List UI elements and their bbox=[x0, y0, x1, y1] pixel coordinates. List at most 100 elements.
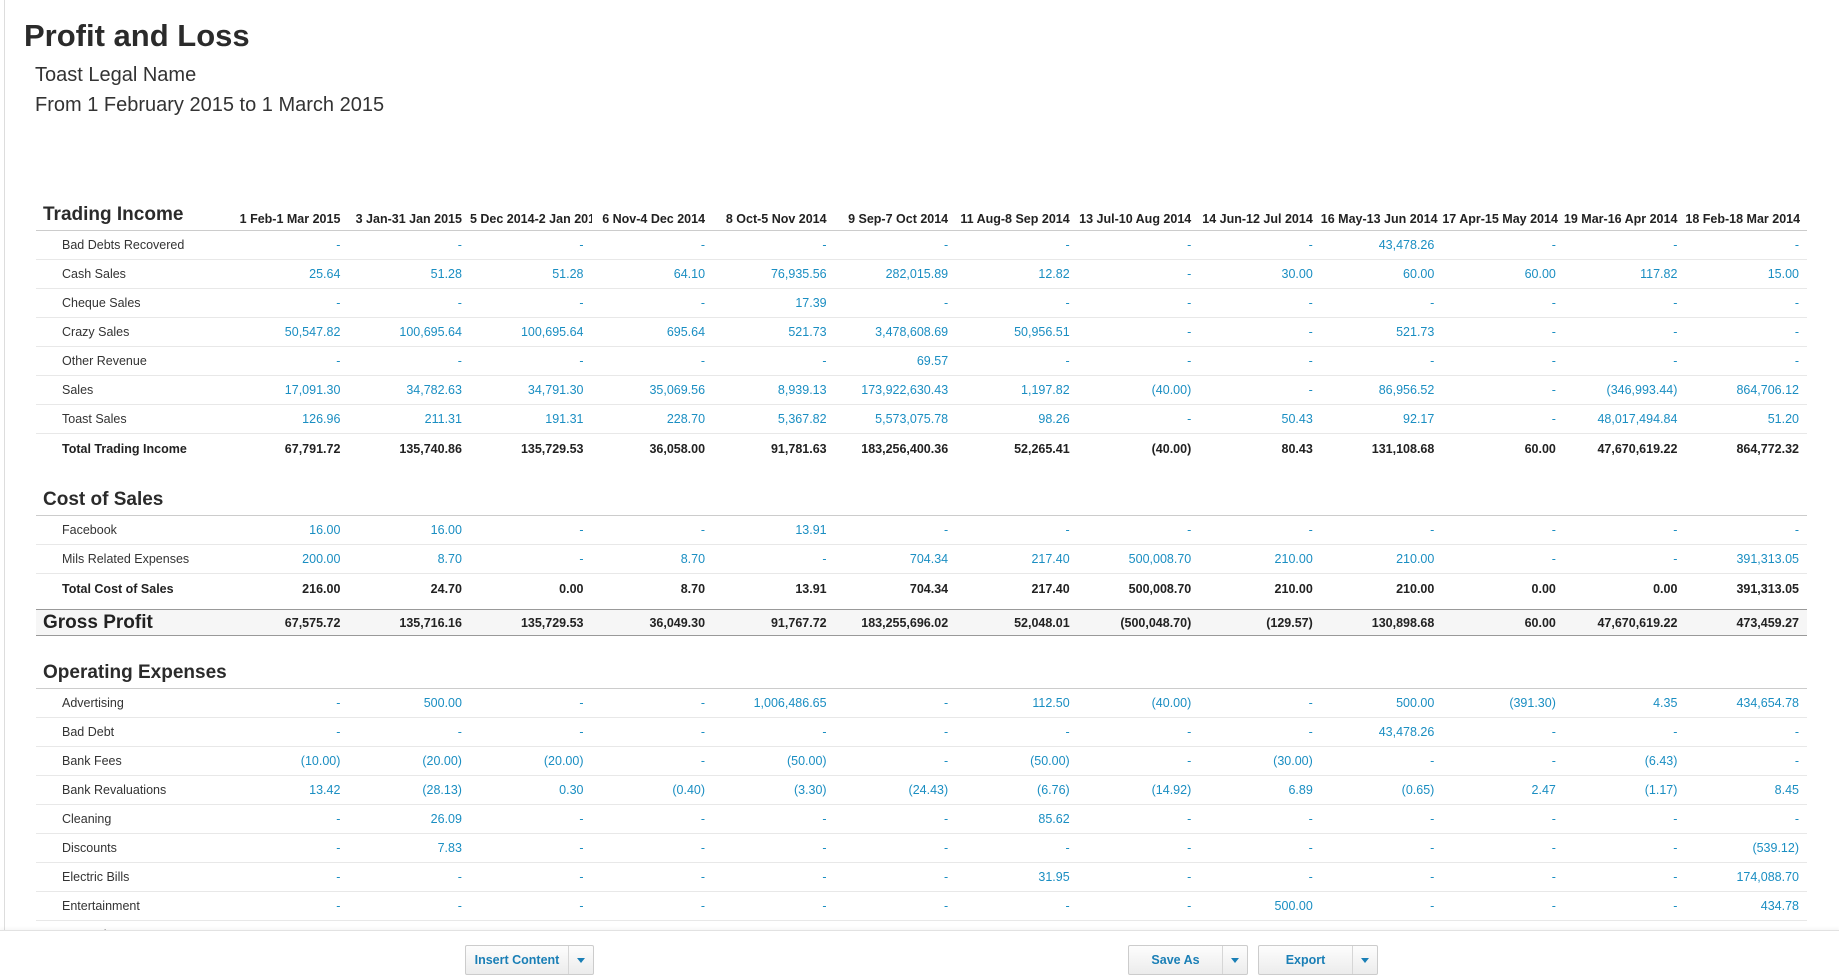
amount-link[interactable]: 92.17 bbox=[1320, 404, 1443, 434]
amount-link[interactable]: - bbox=[1685, 717, 1807, 747]
amount-link[interactable]: - bbox=[1442, 544, 1564, 574]
amount-link[interactable]: - bbox=[1442, 804, 1564, 834]
amount-link[interactable]: (391.30) bbox=[1442, 688, 1564, 718]
amount-link[interactable]: - bbox=[348, 230, 470, 260]
amount-link[interactable]: 228.70 bbox=[591, 404, 714, 434]
amount-link[interactable]: - bbox=[469, 230, 592, 260]
amount-link[interactable]: - bbox=[1563, 317, 1686, 347]
amount-link[interactable]: - bbox=[1442, 717, 1564, 747]
amount-link[interactable]: - bbox=[469, 288, 592, 318]
amount-link[interactable]: - bbox=[1320, 833, 1443, 863]
amount-link[interactable]: (20.00) bbox=[348, 746, 470, 776]
amount-link[interactable]: - bbox=[226, 230, 349, 260]
amount-link[interactable]: - bbox=[1320, 515, 1443, 545]
amount-link[interactable]: (50.00) bbox=[956, 746, 1078, 776]
amount-link[interactable]: - bbox=[1442, 746, 1564, 776]
amount-link[interactable]: - bbox=[1685, 230, 1807, 260]
amount-link[interactable]: - bbox=[1685, 746, 1807, 776]
amount-link[interactable]: (14.92) bbox=[1077, 775, 1200, 805]
amount-link[interactable]: - bbox=[1077, 717, 1200, 747]
amount-link[interactable]: (10.00) bbox=[226, 746, 349, 776]
save-as-dropdown-toggle[interactable] bbox=[1222, 946, 1247, 974]
amount-link[interactable]: - bbox=[713, 544, 835, 574]
amount-link[interactable]: 15.00 bbox=[1685, 259, 1807, 289]
amount-link[interactable]: (40.00) bbox=[1077, 375, 1200, 405]
amount-link[interactable]: (3.30) bbox=[713, 775, 835, 805]
amount-link[interactable]: - bbox=[1563, 717, 1686, 747]
amount-link[interactable]: (0.65) bbox=[1320, 775, 1443, 805]
amount-link[interactable]: 7.83 bbox=[348, 833, 470, 863]
amount-link[interactable]: - bbox=[1563, 346, 1686, 376]
insert-content-dropdown-toggle[interactable] bbox=[568, 946, 593, 974]
amount-link[interactable]: - bbox=[1563, 230, 1686, 260]
amount-link[interactable]: - bbox=[1442, 230, 1564, 260]
amount-link[interactable]: 51.20 bbox=[1685, 404, 1807, 434]
amount-link[interactable]: - bbox=[1199, 317, 1321, 347]
amount-link[interactable]: 500.00 bbox=[348, 688, 470, 718]
amount-link[interactable]: - bbox=[956, 288, 1078, 318]
amount-link[interactable]: 35,069.56 bbox=[591, 375, 714, 405]
amount-link[interactable]: - bbox=[1563, 544, 1686, 574]
amount-link[interactable]: (50.00) bbox=[713, 746, 835, 776]
amount-link[interactable]: - bbox=[1077, 317, 1200, 347]
amount-link[interactable]: - bbox=[1077, 804, 1200, 834]
amount-link[interactable]: - bbox=[1563, 862, 1686, 892]
amount-link[interactable]: 174,088.70 bbox=[1685, 862, 1807, 892]
amount-link[interactable]: - bbox=[1199, 288, 1321, 318]
amount-link[interactable]: - bbox=[956, 230, 1078, 260]
amount-link[interactable]: 12.82 bbox=[956, 259, 1078, 289]
amount-link[interactable]: - bbox=[469, 515, 592, 545]
amount-link[interactable]: - bbox=[1563, 891, 1686, 921]
amount-link[interactable]: 30.00 bbox=[1199, 259, 1321, 289]
amount-link[interactable]: (30.00) bbox=[1199, 746, 1321, 776]
amount-link[interactable]: - bbox=[1199, 688, 1321, 718]
amount-link[interactable]: - bbox=[956, 833, 1078, 863]
amount-link[interactable]: - bbox=[1685, 515, 1807, 545]
amount-link[interactable]: - bbox=[1442, 404, 1564, 434]
amount-link[interactable]: 13.91 bbox=[713, 515, 835, 545]
amount-link[interactable]: - bbox=[1685, 288, 1807, 318]
amount-link[interactable]: (20.00) bbox=[469, 746, 592, 776]
amount-link[interactable]: - bbox=[1563, 515, 1686, 545]
amount-link[interactable]: 500,008.70 bbox=[1077, 544, 1200, 574]
amount-link[interactable]: - bbox=[348, 862, 470, 892]
amount-link[interactable]: (1.17) bbox=[1563, 775, 1686, 805]
amount-link[interactable]: 864,706.12 bbox=[1685, 375, 1807, 405]
amount-link[interactable]: 8.70 bbox=[348, 544, 470, 574]
amount-link[interactable]: - bbox=[226, 833, 349, 863]
amount-link[interactable]: (0.40) bbox=[591, 775, 714, 805]
amount-link[interactable]: - bbox=[713, 717, 835, 747]
amount-link[interactable]: 100,695.64 bbox=[348, 317, 470, 347]
amount-link[interactable]: - bbox=[956, 891, 1078, 921]
amount-link[interactable]: - bbox=[591, 833, 714, 863]
amount-link[interactable]: - bbox=[713, 804, 835, 834]
amount-link[interactable]: - bbox=[1077, 833, 1200, 863]
amount-link[interactable]: 3,478,608.69 bbox=[834, 317, 957, 347]
amount-link[interactable]: - bbox=[1685, 346, 1807, 376]
amount-link[interactable]: - bbox=[348, 346, 470, 376]
amount-link[interactable]: - bbox=[834, 717, 957, 747]
amount-link[interactable]: - bbox=[226, 891, 349, 921]
amount-link[interactable]: - bbox=[834, 515, 957, 545]
amount-link[interactable]: 695.64 bbox=[591, 317, 714, 347]
amount-link[interactable]: 50,956.51 bbox=[956, 317, 1078, 347]
amount-link[interactable]: 8,939.13 bbox=[713, 375, 835, 405]
amount-link[interactable]: 210.00 bbox=[1320, 544, 1443, 574]
amount-link[interactable]: - bbox=[1077, 404, 1200, 434]
amount-link[interactable]: - bbox=[226, 346, 349, 376]
amount-link[interactable]: - bbox=[1442, 288, 1564, 318]
amount-link[interactable]: - bbox=[1320, 346, 1443, 376]
amount-link[interactable]: (40.00) bbox=[1077, 688, 1200, 718]
amount-link[interactable]: - bbox=[1685, 317, 1807, 347]
amount-link[interactable]: - bbox=[1199, 717, 1321, 747]
amount-link[interactable]: 86,956.52 bbox=[1320, 375, 1443, 405]
amount-link[interactable]: - bbox=[591, 804, 714, 834]
amount-link[interactable]: - bbox=[226, 717, 349, 747]
amount-link[interactable]: - bbox=[591, 862, 714, 892]
amount-link[interactable]: 60.00 bbox=[1320, 259, 1443, 289]
amount-link[interactable]: - bbox=[1077, 346, 1200, 376]
amount-link[interactable]: - bbox=[591, 746, 714, 776]
amount-link[interactable]: 76,935.56 bbox=[713, 259, 835, 289]
amount-link[interactable]: - bbox=[1320, 288, 1443, 318]
amount-link[interactable]: (539.12) bbox=[1685, 833, 1807, 863]
